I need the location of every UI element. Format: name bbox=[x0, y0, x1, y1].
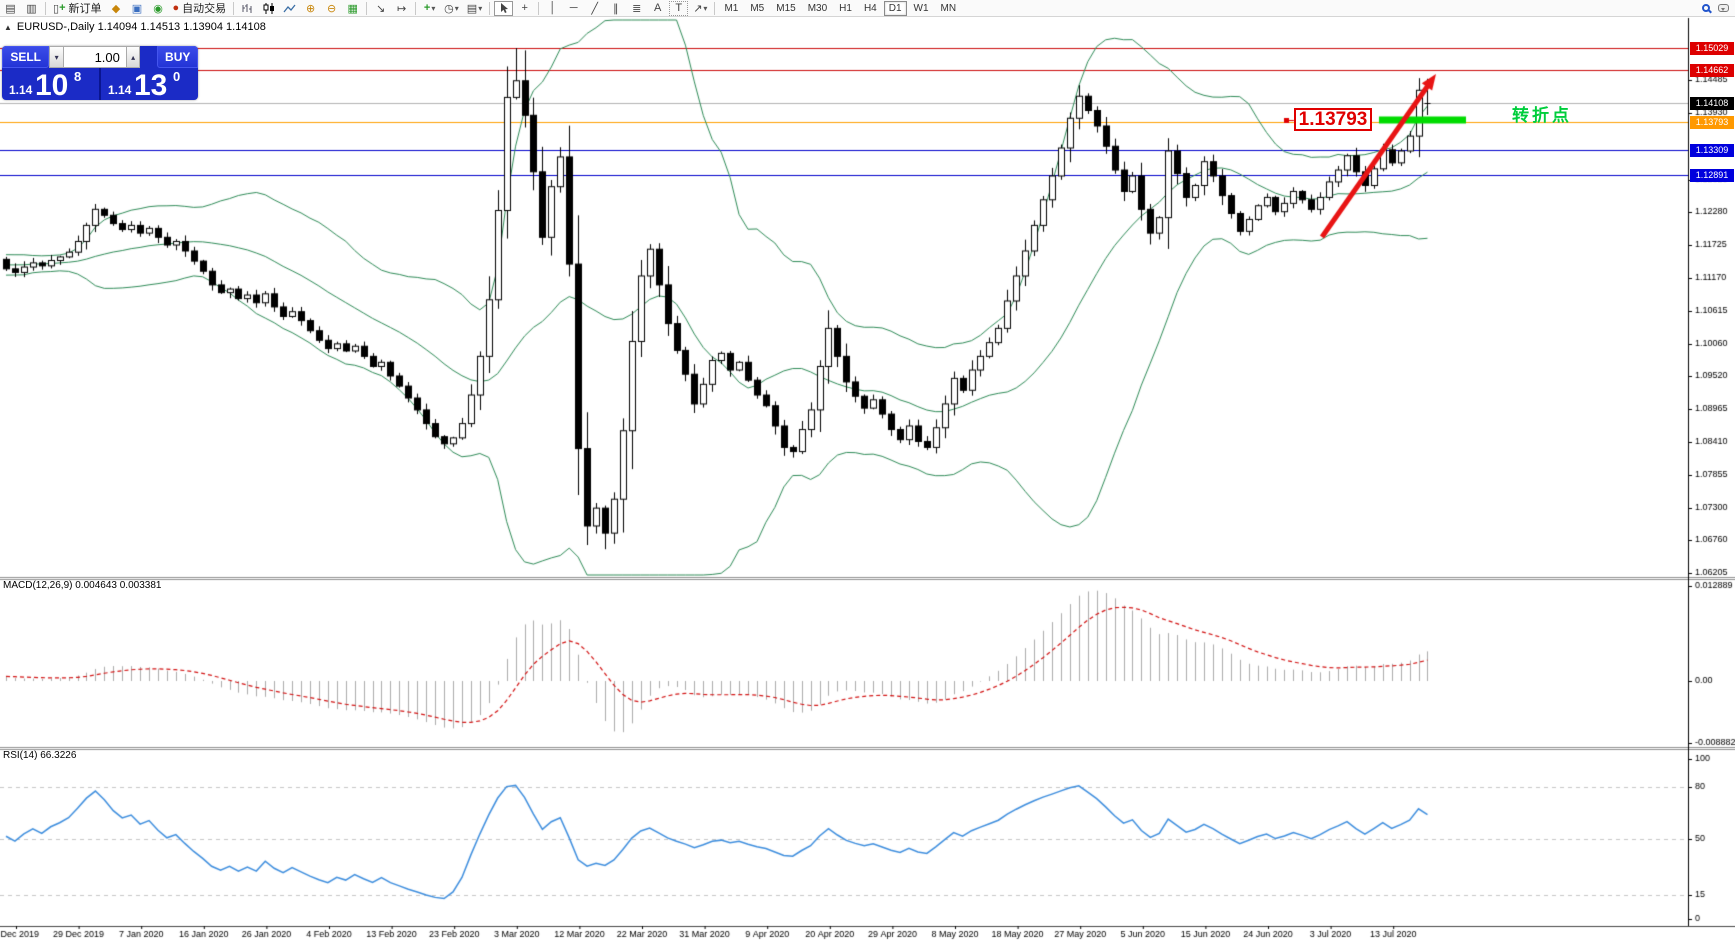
tf-mn[interactable]: MN bbox=[940, 2, 957, 14]
rsi-indicator-label: RSI(14) 66.3226 bbox=[3, 750, 77, 761]
tf-h4[interactable]: H4 bbox=[863, 2, 877, 14]
chevron-down-icon: ▾ bbox=[703, 3, 708, 13]
tf-d1[interactable]: D1 bbox=[883, 0, 907, 16]
bar-chart-icon[interactable] bbox=[238, 1, 257, 16]
chart-shift-icon[interactable]: ↦ bbox=[397, 2, 407, 15]
sell-price-base: 1.14 bbox=[9, 83, 33, 97]
template-icon: ▤ bbox=[466, 2, 478, 15]
price-axis-badge: 1.13793 bbox=[1690, 116, 1734, 129]
buy-price-base: 1.14 bbox=[108, 83, 132, 97]
text-tool[interactable]: A bbox=[654, 2, 662, 14]
plus-icon: + bbox=[59, 2, 66, 14]
sell-price-pips: 10 bbox=[35, 69, 69, 101]
sell-button[interactable]: SELL bbox=[2, 46, 50, 68]
autotrading-icon: ● bbox=[172, 2, 180, 14]
templates-button[interactable]: ▤ ▾ bbox=[464, 1, 485, 16]
autotrading-button[interactable]: ● 自动交易 bbox=[170, 1, 230, 16]
new-order-icon: ▯ bbox=[53, 2, 60, 15]
buy-price-pips: 13 bbox=[134, 69, 168, 101]
terminal-icon[interactable]: ▣ bbox=[131, 2, 143, 15]
autotrading-label: 自动交易 bbox=[182, 3, 227, 15]
symbol-header[interactable]: ▲ EURUSD-,Daily 1.14094 1.14513 1.13904 … bbox=[4, 21, 266, 33]
new-order-button[interactable]: ▯ + 新订单 bbox=[50, 1, 105, 16]
chevron-down-icon: ▾ bbox=[454, 3, 459, 13]
chat-icon[interactable] bbox=[1718, 4, 1729, 12]
tf-m1[interactable]: M1 bbox=[724, 2, 739, 14]
price-axis-badge: 1.14108 bbox=[1690, 97, 1734, 110]
buy-price-point: 0 bbox=[173, 69, 181, 84]
new-order-label: 新订单 bbox=[68, 3, 102, 15]
periods-button[interactable]: ◷ ▾ bbox=[441, 1, 462, 16]
price-level-flag[interactable]: 1.13793 bbox=[1294, 108, 1372, 131]
horizontal-line-tool[interactable]: ─ bbox=[569, 2, 578, 14]
metaeditor-icon[interactable]: ◆ bbox=[111, 2, 121, 15]
price-axis-badge: 1.12891 bbox=[1690, 169, 1734, 182]
volume-decrease-button[interactable]: ▾ bbox=[49, 46, 64, 68]
volume-input[interactable] bbox=[63, 46, 126, 68]
clock-icon: ◷ bbox=[444, 2, 454, 15]
candlestick-icon[interactable] bbox=[259, 1, 278, 16]
tf-w1[interactable]: W1 bbox=[913, 2, 929, 14]
arrows-tool[interactable]: ↗ ▾ bbox=[690, 1, 710, 16]
cursor-tool[interactable] bbox=[494, 0, 514, 16]
zoom-out-icon[interactable]: ⊖ bbox=[327, 2, 337, 15]
add-indicator-icon: + bbox=[423, 2, 431, 14]
text-label-tool[interactable]: T bbox=[669, 0, 689, 16]
main-toolbar: ▤ ▥ ▯ + 新订单 ◆ ▣ ◉ ● 自动交易 ⊕ ⊖ ▦ ↘ ↦ + ▾ ◷ ▾ … bbox=[0, 0, 1735, 17]
tf-h1[interactable]: H1 bbox=[839, 2, 852, 14]
volume-increase-button[interactable]: ▴ bbox=[125, 46, 141, 68]
sell-price[interactable]: 1.14 10 8 bbox=[2, 68, 99, 100]
symbol-ohlc-text: EURUSD-,Daily 1.14094 1.14513 1.13904 1.… bbox=[16, 21, 266, 33]
crosshair-tool[interactable]: + bbox=[521, 2, 528, 14]
macd-indicator-label: MACD(12,26,9) 0.004643 0.003381 bbox=[3, 580, 162, 591]
fibonacci-tool[interactable]: ≣ bbox=[632, 2, 642, 15]
price-axis-badge: 1.14662 bbox=[1690, 64, 1734, 77]
chevron-down-icon: ▾ bbox=[431, 3, 436, 13]
search-icon[interactable] bbox=[1702, 4, 1710, 12]
sell-price-point: 8 bbox=[74, 69, 82, 84]
auto-scroll-icon[interactable]: ↘ bbox=[376, 2, 386, 15]
arrow-icon: ↗ bbox=[693, 2, 703, 15]
price-axis-badge: 1.13309 bbox=[1690, 144, 1734, 157]
zoom-in-icon[interactable]: ⊕ bbox=[306, 2, 316, 15]
turning-point-annotation: 转折点 bbox=[1512, 106, 1572, 125]
tf-m5[interactable]: M5 bbox=[750, 2, 765, 14]
market-watch-icon[interactable]: ▤ bbox=[5, 2, 16, 15]
channel-tool[interactable]: ∥ bbox=[612, 2, 619, 15]
price-axis-badge: 1.15029 bbox=[1690, 42, 1734, 55]
buy-button[interactable]: BUY bbox=[157, 46, 198, 68]
tf-m15[interactable]: M15 bbox=[776, 2, 796, 14]
vertical-line-tool[interactable]: │ bbox=[549, 2, 557, 14]
tf-m30[interactable]: M30 bbox=[807, 2, 828, 14]
trendline-tool[interactable]: ╱ bbox=[591, 2, 599, 15]
data-window-icon[interactable]: ▥ bbox=[26, 2, 37, 15]
collapse-icon[interactable]: ▲ bbox=[4, 22, 12, 32]
indicators-button[interactable]: + ▾ bbox=[420, 1, 439, 16]
chevron-down-icon: ▾ bbox=[478, 3, 483, 13]
buy-price[interactable]: 1.14 13 0 bbox=[99, 68, 196, 100]
signals-icon[interactable]: ◉ bbox=[153, 2, 163, 15]
tile-windows-icon[interactable]: ▦ bbox=[347, 2, 358, 15]
line-chart-icon[interactable] bbox=[280, 1, 299, 16]
one-click-trading-panel: SELL ▾ ▴ BUY 1.14 10 8 1.14 13 0 bbox=[2, 46, 198, 100]
